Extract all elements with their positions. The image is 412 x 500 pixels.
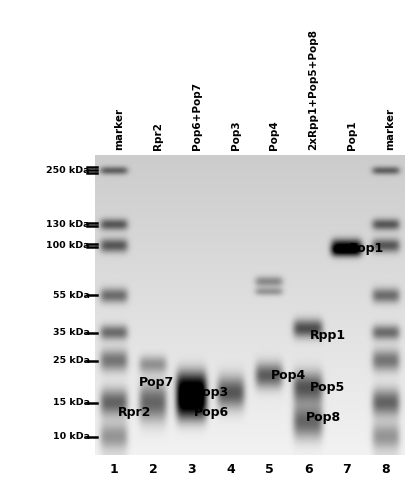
Text: Pop4: Pop4	[272, 368, 307, 382]
Text: Pop5: Pop5	[310, 382, 345, 394]
Text: 130 kDa: 130 kDa	[47, 220, 90, 228]
Text: 4: 4	[226, 463, 235, 476]
Text: marker: marker	[386, 108, 396, 150]
Text: Rpr2: Rpr2	[153, 122, 163, 150]
Text: Rpr2: Rpr2	[118, 406, 151, 419]
Text: Pop4: Pop4	[269, 120, 279, 150]
Text: 10 kDa: 10 kDa	[53, 432, 90, 441]
Text: Pop3: Pop3	[194, 386, 229, 399]
Text: 15 kDa: 15 kDa	[53, 398, 90, 407]
Text: 7: 7	[342, 463, 351, 476]
Text: marker: marker	[115, 108, 124, 150]
Text: 3: 3	[187, 463, 196, 476]
Text: Pop7: Pop7	[138, 376, 174, 388]
Text: 55 kDa: 55 kDa	[53, 291, 90, 300]
Text: Pop1: Pop1	[349, 242, 384, 255]
Text: 2: 2	[149, 463, 157, 476]
Text: 35 kDa: 35 kDa	[53, 328, 90, 338]
Text: 6: 6	[304, 463, 312, 476]
Text: 1: 1	[110, 463, 119, 476]
Text: 100 kDa: 100 kDa	[47, 242, 90, 250]
Text: 5: 5	[265, 463, 274, 476]
Text: 25 kDa: 25 kDa	[53, 356, 90, 365]
Text: 2xRpp1+Pop5+Pop8: 2xRpp1+Pop5+Pop8	[308, 29, 318, 150]
Text: Pop1: Pop1	[347, 120, 357, 150]
Text: Pop6: Pop6	[194, 406, 229, 419]
Text: Pop3: Pop3	[231, 120, 241, 150]
Text: 250 kDa: 250 kDa	[47, 166, 90, 174]
Text: Pop6+Pop7: Pop6+Pop7	[192, 82, 202, 150]
Text: Rpp1: Rpp1	[310, 328, 346, 342]
Text: Pop8: Pop8	[306, 411, 341, 424]
Text: 8: 8	[382, 463, 390, 476]
